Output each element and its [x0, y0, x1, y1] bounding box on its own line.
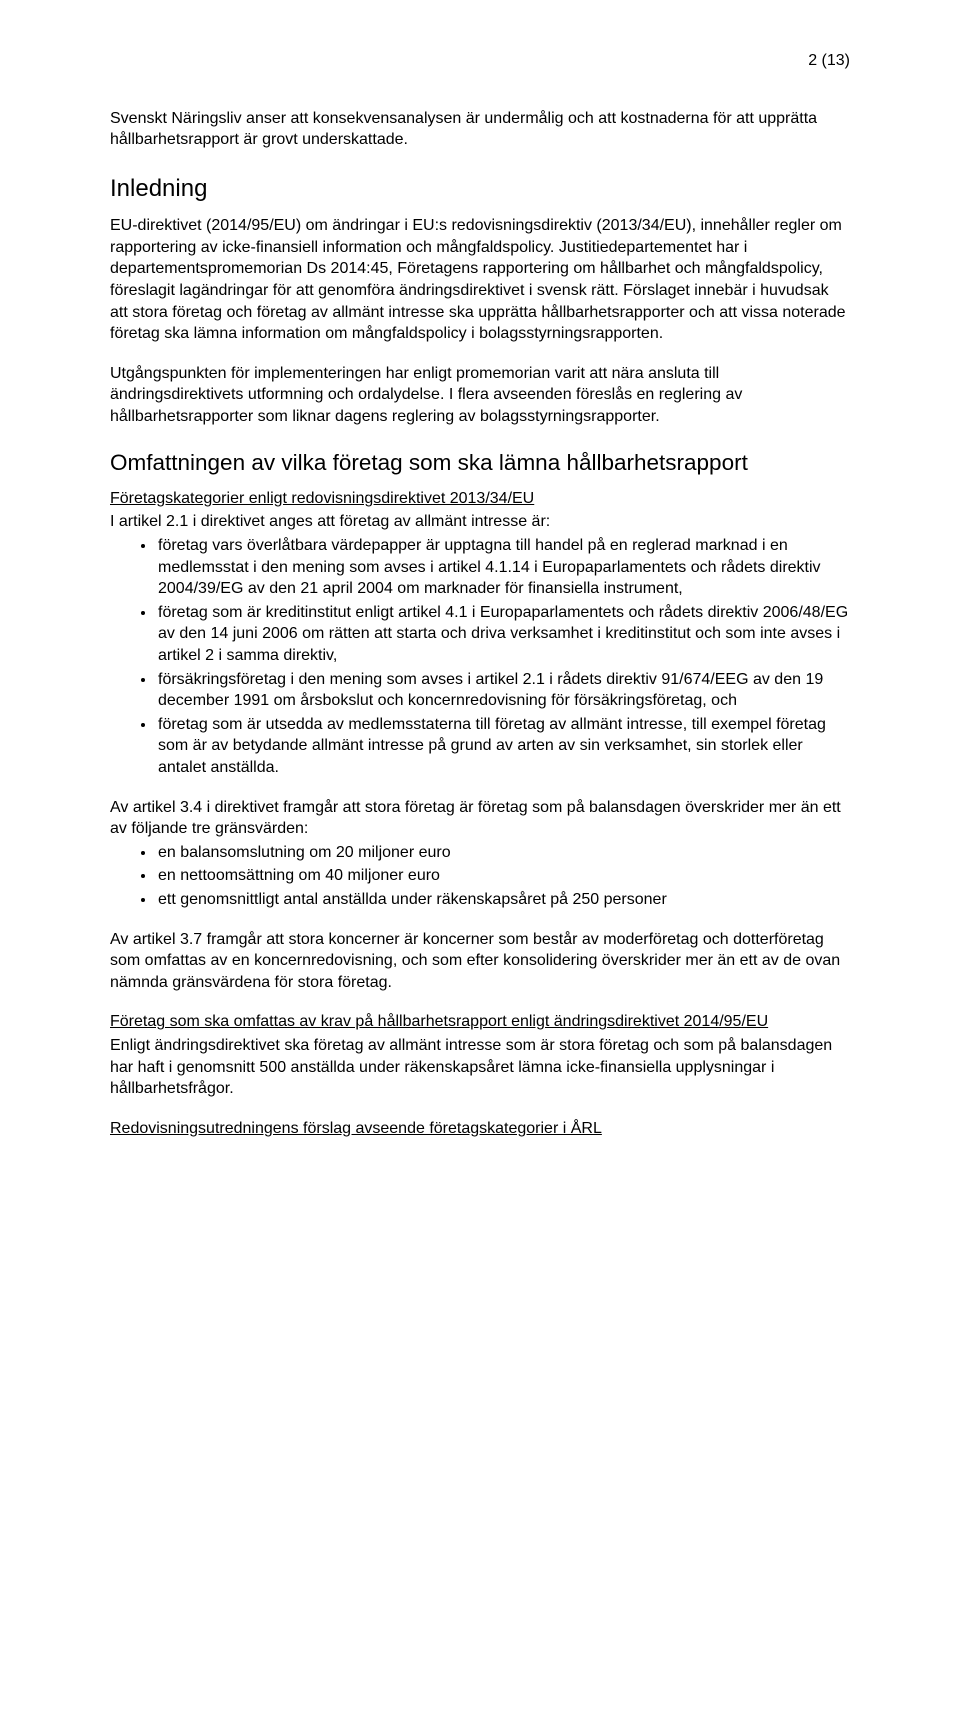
artikel-3-7-para: Av artikel 3.7 framgår att stora koncern… — [110, 929, 850, 994]
subheading-foretagskategorier: Företagskategorier enligt redovisningsdi… — [110, 488, 850, 510]
list-item: företag vars överlåtbara värdepapper är … — [156, 535, 850, 600]
inledning-p1: EU-direktivet (2014/95/EU) om ändringar … — [110, 215, 850, 345]
subheading-redovisning: Redovisningsutredningens förslag avseend… — [110, 1118, 850, 1140]
intro-paragraph: Svenskt Näringsliv anser att konsekvensa… — [110, 108, 850, 151]
subheading-foretag-omfattas: Företag som ska omfattas av krav på håll… — [110, 1011, 850, 1033]
list-item: försäkringsföretag i den mening som avse… — [156, 669, 850, 712]
heading-omfattningen: Omfattningen av vilka företag som ska lä… — [110, 448, 850, 478]
artikel-2-1-list: företag vars överlåtbara värdepapper är … — [110, 535, 850, 779]
list-item: en balansomslutning om 20 miljoner euro — [156, 842, 850, 864]
artikel-2-1-lead: I artikel 2.1 i direktivet anges att för… — [110, 511, 850, 533]
page-number: 2 (13) — [110, 50, 850, 72]
list-item: företag som är kreditinstitut enligt art… — [156, 602, 850, 667]
list-item: ett genomsnittligt antal anställda under… — [156, 889, 850, 911]
list-item: företag som är utsedda av medlemsstatern… — [156, 714, 850, 779]
foretag-omfattas-para: Enligt ändringsdirektivet ska företag av… — [110, 1035, 850, 1100]
artikel-3-4-list: en balansomslutning om 20 miljoner euro … — [110, 842, 850, 911]
list-item: en nettoomsättning om 40 miljoner euro — [156, 865, 850, 887]
artikel-3-4-lead: Av artikel 3.4 i direktivet framgår att … — [110, 797, 850, 840]
heading-inledning: Inledning — [110, 173, 850, 205]
inledning-p2: Utgångspunkten för implementeringen har … — [110, 363, 850, 428]
